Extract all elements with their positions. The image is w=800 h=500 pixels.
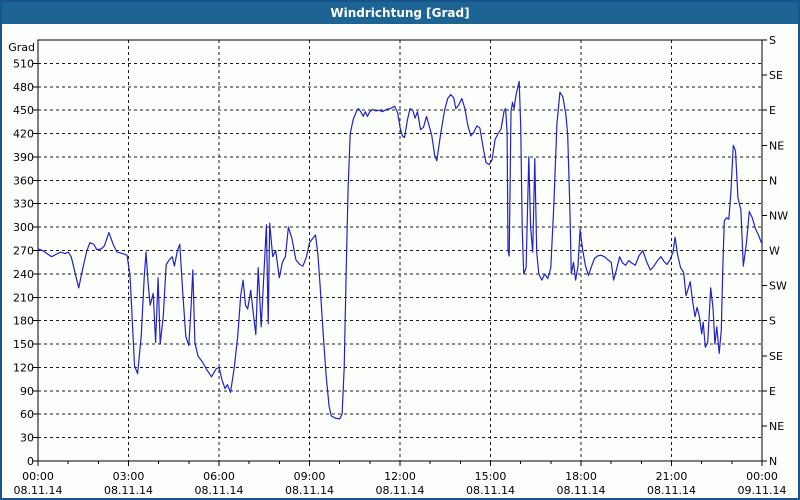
x-date-label: 09.11.14 — [738, 484, 787, 497]
y-left-label: 150 — [13, 338, 34, 351]
x-date-label: 08.11.14 — [557, 484, 606, 497]
titlebar: Windrichtung [Grad] — [2, 2, 798, 24]
x-time-label: 06:00 — [203, 470, 235, 483]
y-right-label: S — [769, 315, 776, 328]
y-left-label: 60 — [20, 408, 34, 421]
window-title: Windrichtung [Grad] — [330, 6, 470, 20]
y-left-label: 120 — [13, 361, 34, 374]
x-time-label: 15:00 — [475, 470, 507, 483]
x-time-label: 21:00 — [656, 470, 688, 483]
x-date-label: 08.11.14 — [376, 484, 425, 497]
y-left-label: 180 — [13, 315, 34, 328]
y-right-label: NW — [769, 209, 788, 222]
x-time-label: 03:00 — [113, 470, 145, 483]
x-time-label: 00:00 — [746, 470, 778, 483]
chart-area: 0 30 60 90 120 150 180 210 240 270 300 330 360 390 420… — [2, 24, 798, 498]
x-date-label: 08.11.14 — [195, 484, 244, 497]
x-time-label: 18:00 — [565, 470, 597, 483]
y-left-label: 30 — [20, 432, 34, 445]
y-left-label: 270 — [13, 245, 34, 258]
y-right-label: NE — [769, 420, 784, 433]
y-right-label: SE — [769, 350, 783, 363]
data-line — [37, 80, 762, 420]
y-axis-title: Grad — [8, 41, 35, 54]
y-right-label: S — [769, 34, 776, 47]
y-right-label: SE — [769, 69, 783, 82]
y-left-label: 90 — [20, 385, 34, 398]
y-right-label: N — [769, 455, 777, 468]
y-right-label: W — [769, 245, 780, 258]
x-date-label: 08.11.14 — [14, 484, 63, 497]
y-right-label: SW — [769, 280, 787, 293]
y-left-label: 210 — [13, 291, 34, 304]
x-time-label: 12:00 — [384, 470, 416, 483]
chart-svg: 0 30 60 90 120 150 180 210 240 270 300 330 360 390 420… — [8, 34, 788, 497]
y-left-label: 300 — [13, 221, 34, 234]
y-left-label: 360 — [13, 174, 34, 187]
y-right-label: N — [769, 174, 777, 187]
y-left-label: 450 — [13, 104, 34, 117]
x-time-label: 00:00 — [22, 470, 54, 483]
y-left-label: 510 — [13, 57, 34, 70]
y-right-label: E — [769, 385, 776, 398]
x-date-label: 08.11.14 — [104, 484, 153, 497]
x-date-label: 08.11.14 — [466, 484, 515, 497]
y-left-label: 0 — [27, 455, 34, 468]
y-left-label: 480 — [13, 81, 34, 94]
y-left-label: 390 — [13, 151, 34, 164]
y-right-label: NE — [769, 139, 784, 152]
y-left-label: 240 — [13, 268, 34, 281]
y-left-label: 330 — [13, 198, 34, 211]
y-right-label: E — [769, 104, 776, 117]
x-date-label: 08.11.14 — [285, 484, 334, 497]
y-left-label: 420 — [13, 128, 34, 141]
x-date-label: 08.11.14 — [647, 484, 696, 497]
x-time-label: 09:00 — [294, 470, 326, 483]
